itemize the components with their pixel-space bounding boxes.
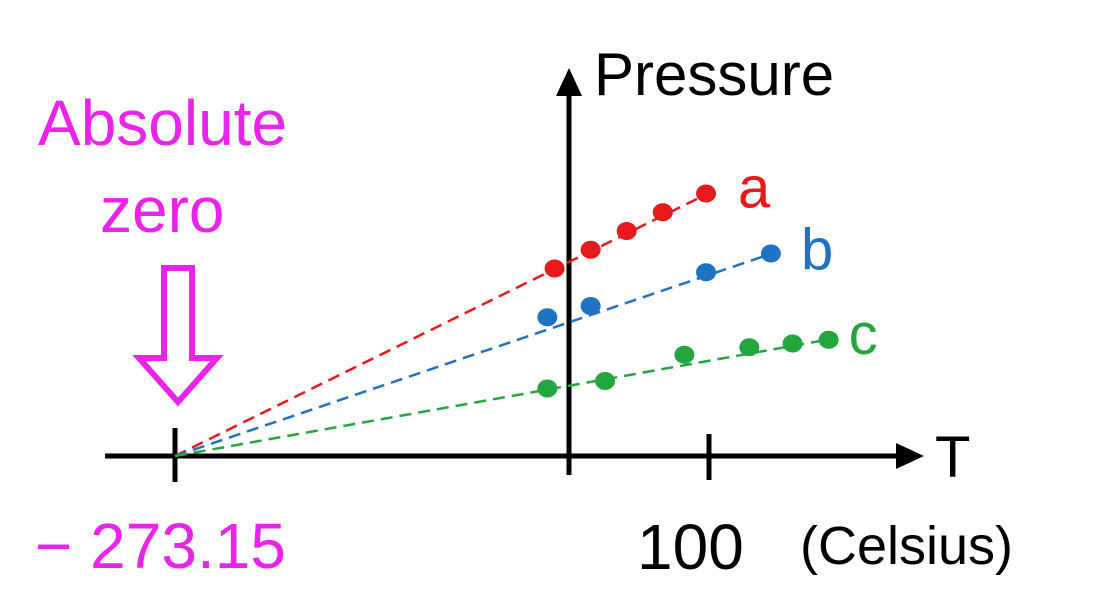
series-b-point <box>696 263 717 282</box>
series-b-label: b <box>801 218 833 283</box>
annotation-line-1: Absolute <box>38 87 287 159</box>
series-c-point <box>537 379 558 398</box>
series-c-line <box>174 337 833 458</box>
series-a-point <box>580 240 601 259</box>
series-b-point <box>580 297 601 315</box>
annotation-line-2: zero <box>100 174 225 246</box>
y-axis-label: Pressure <box>594 41 834 108</box>
series-c-point <box>782 334 803 353</box>
series-a-point <box>544 259 565 278</box>
series-a-point <box>652 203 673 222</box>
y-axis-arrow-icon <box>556 68 582 96</box>
series-b-point <box>760 244 781 263</box>
series-c-label: c <box>849 302 878 367</box>
x-axis-arrow-icon <box>896 443 924 469</box>
series-b-line <box>174 251 776 458</box>
series-c-point <box>818 330 839 349</box>
down-arrow-icon <box>132 265 224 407</box>
series-a-point <box>696 184 717 203</box>
series-b-point <box>537 308 558 327</box>
unit-label: (Celsius) <box>800 516 1013 576</box>
series-c-point <box>674 345 695 364</box>
series-c-point <box>595 372 616 390</box>
tick-label-100: 100 <box>637 511 744 583</box>
series-layer: abc <box>174 156 878 458</box>
x-axis-label: T <box>935 425 970 490</box>
series-a-point <box>616 222 637 240</box>
series-c-point <box>739 338 760 357</box>
series-a-label: a <box>738 156 771 221</box>
absolute-zero-value: − 273.15 <box>35 510 286 582</box>
